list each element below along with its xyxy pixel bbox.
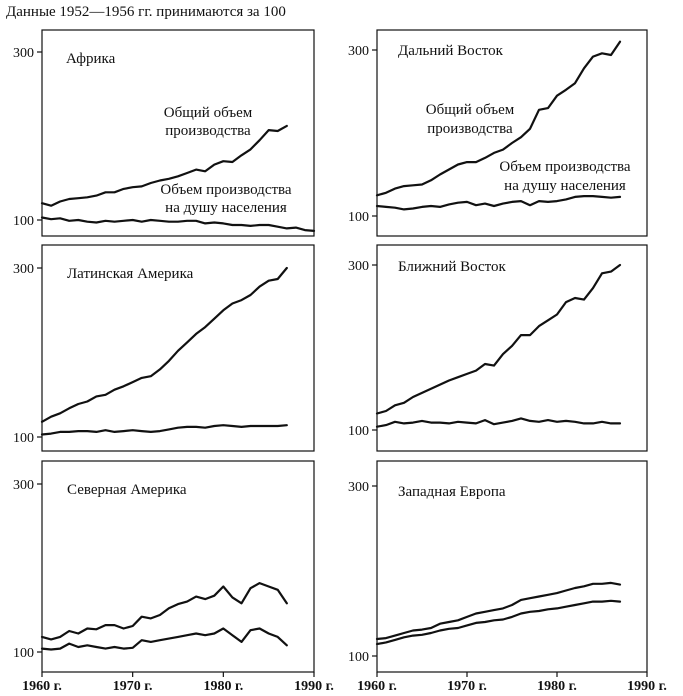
panel-title: Дальний Восток	[398, 43, 504, 59]
panel-title: Северная Америка	[67, 482, 187, 498]
panel-frame	[376, 29, 648, 237]
panel-frame	[376, 244, 648, 452]
x-tick-label: 1990 г.	[627, 679, 667, 694]
x-tick-label: 1980 г.	[537, 679, 577, 694]
y-tick-label: 100	[13, 214, 34, 229]
y-tick-label: 300	[13, 262, 34, 277]
series-line-total	[375, 263, 622, 415]
x-tick-label: 1970 г.	[447, 679, 487, 694]
series-annotation: на душу населения	[165, 200, 287, 216]
panel-frame	[41, 460, 315, 673]
series-annotation: на душу населения	[504, 178, 626, 194]
series-line-total	[375, 40, 622, 197]
chart-panel-3	[37, 244, 315, 452]
panel-title: Западная Европа	[398, 484, 506, 500]
chart-panel-1	[37, 29, 316, 237]
chart-header: Данные 1952—1956 гг. принимаются за 100	[6, 4, 286, 20]
chart-panel-2	[372, 29, 648, 237]
y-tick-label: 300	[13, 46, 34, 61]
y-tick-label: 300	[348, 44, 369, 59]
y-tick-label: 100	[13, 646, 34, 661]
y-tick-label: 100	[13, 431, 34, 446]
series-annotation: Объем производства	[160, 182, 292, 198]
series-annotation: Общий объем	[426, 102, 515, 118]
x-tick-label: 1980 г.	[203, 679, 243, 694]
panel-title: Ближний Восток	[398, 259, 507, 275]
panel-frame	[41, 29, 315, 237]
y-tick-label: 300	[348, 480, 369, 495]
chart-panel-4	[372, 244, 648, 452]
series-annotation: производства	[427, 121, 513, 137]
series-annotation: производства	[165, 123, 251, 139]
series-line-per-capita	[40, 424, 288, 436]
x-tick-label: 1970 г.	[113, 679, 153, 694]
series-line-total	[375, 581, 622, 641]
series-annotation: Объем производства	[499, 159, 631, 175]
series-line-per-capita	[40, 216, 316, 232]
panel-frame	[41, 244, 315, 452]
series-line-total	[40, 266, 288, 423]
series-annotation: Общий объем	[164, 105, 253, 121]
y-tick-label: 100	[348, 424, 369, 439]
y-tick-label: 300	[348, 259, 369, 274]
series-line-per-capita	[375, 417, 622, 428]
panel-frame	[376, 460, 648, 673]
chart-panel-5	[37, 460, 315, 673]
panel-title: Латинская Америка	[67, 266, 194, 282]
series-line-total	[40, 582, 288, 641]
chart-panel-6	[372, 460, 648, 673]
series-line-total	[40, 124, 288, 207]
series-line-per-capita	[40, 627, 288, 651]
series-line-per-capita	[375, 599, 622, 646]
x-tick-label: 1960 г.	[357, 679, 397, 694]
y-tick-label: 100	[348, 650, 369, 665]
x-tick-label: 1990 г.	[294, 679, 334, 694]
y-tick-label: 300	[13, 478, 34, 493]
series-line-per-capita	[375, 195, 622, 211]
x-tick-label: 1960 г.	[22, 679, 62, 694]
panel-title: Африка	[66, 51, 116, 67]
y-tick-label: 100	[348, 210, 369, 225]
